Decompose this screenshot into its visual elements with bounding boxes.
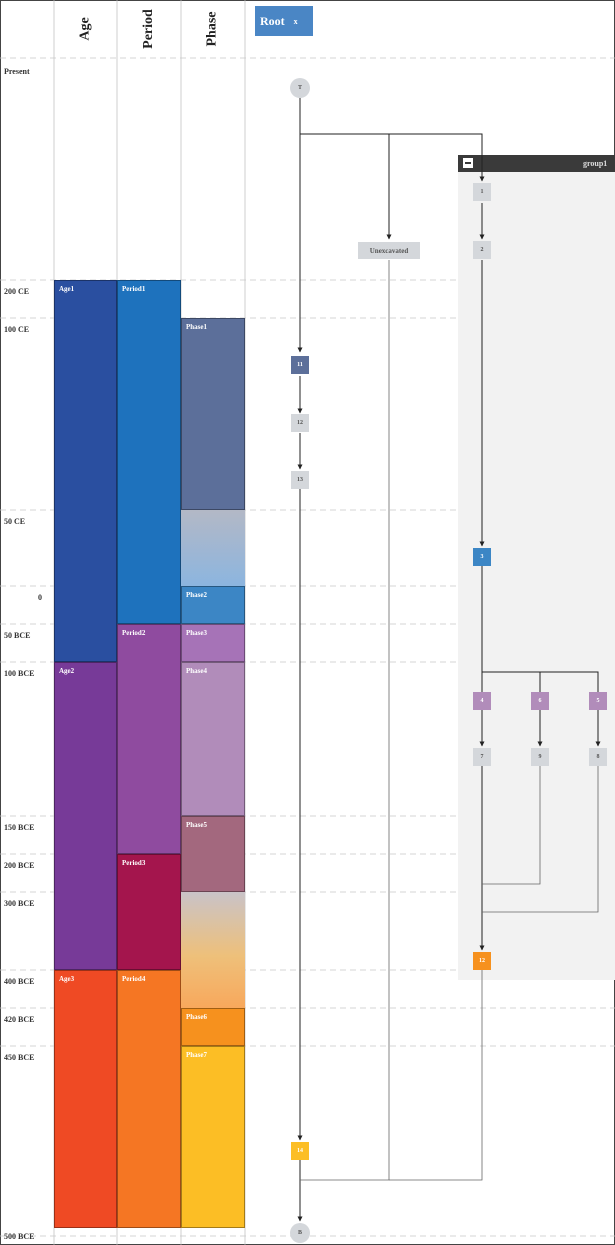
group-container bbox=[458, 155, 615, 980]
context-node-9[interactable]: 9 bbox=[531, 748, 549, 766]
age-band-age2[interactable]: Age2 bbox=[54, 662, 117, 970]
phase-band-phase5[interactable]: Phase5 bbox=[181, 816, 245, 892]
top-node[interactable]: T bbox=[290, 78, 310, 98]
root-tab[interactable]: Root x bbox=[255, 6, 313, 36]
context-node-1[interactable]: 1 bbox=[473, 183, 491, 201]
context-node-14[interactable]: 14 bbox=[291, 1142, 309, 1160]
phase-band-phase1[interactable]: Phase1 bbox=[181, 318, 245, 510]
time-label: 500 BCE bbox=[4, 1232, 35, 1241]
phase-band-phase4[interactable]: Phase4 bbox=[181, 662, 245, 816]
context-node-11[interactable]: 11 bbox=[291, 356, 309, 374]
time-label: 50 CE bbox=[4, 517, 26, 526]
collapse-icon[interactable] bbox=[463, 158, 473, 168]
context-node-5[interactable]: 5 bbox=[589, 692, 607, 710]
context-node-4[interactable]: 4 bbox=[473, 692, 491, 710]
context-node-2[interactable]: 2 bbox=[473, 241, 491, 259]
context-node-12-group[interactable]: 12 bbox=[473, 952, 491, 970]
group-label: group1 bbox=[583, 159, 608, 168]
period-band-period2[interactable]: Period2 bbox=[117, 624, 181, 854]
context-node-8[interactable]: 8 bbox=[589, 748, 607, 766]
time-label: 150 BCE bbox=[4, 823, 35, 832]
time-label: 450 BCE bbox=[4, 1053, 35, 1062]
group-header[interactable] bbox=[458, 155, 615, 172]
age-band-age3[interactable]: Age3 bbox=[54, 970, 117, 1228]
context-node-12[interactable]: 12 bbox=[291, 414, 309, 432]
phase-band-phase7[interactable]: Phase7 bbox=[181, 1046, 245, 1228]
root-tab-label: Root bbox=[260, 13, 285, 28]
time-label: 200 CE bbox=[4, 287, 30, 296]
period-band-period1[interactable]: Period1 bbox=[117, 280, 181, 624]
time-label: Present bbox=[4, 67, 30, 76]
age-band-age1[interactable]: Age1 bbox=[54, 280, 117, 662]
phase-gap-gradient bbox=[181, 510, 245, 586]
time-label: 420 BCE bbox=[4, 1015, 35, 1024]
bottom-node[interactable]: B bbox=[290, 1223, 310, 1243]
time-label: 50 BCE bbox=[4, 631, 31, 640]
phase-band-phase2[interactable]: Phase2 bbox=[181, 586, 245, 624]
time-label: 100 CE bbox=[4, 325, 30, 334]
context-node-13[interactable]: 13 bbox=[291, 471, 309, 489]
time-label: 200 BCE bbox=[4, 861, 35, 870]
time-label: 300 BCE bbox=[4, 899, 35, 908]
time-label: 100 BCE bbox=[4, 669, 35, 678]
phase-band-phase3[interactable]: Phase3 bbox=[181, 624, 245, 662]
close-icon[interactable]: x bbox=[293, 16, 298, 26]
phase-band-phase6[interactable]: Phase6 bbox=[181, 1008, 245, 1046]
unexcavated-node[interactable]: Unexcavated bbox=[358, 242, 420, 259]
time-label: 400 BCE bbox=[4, 977, 35, 986]
period-band-period3[interactable]: Period3 bbox=[117, 854, 181, 970]
context-node-7[interactable]: 7 bbox=[473, 748, 491, 766]
time-label: 0 bbox=[38, 593, 42, 602]
context-node-3[interactable]: 3 bbox=[473, 548, 491, 566]
period-band-period4[interactable]: Period4 bbox=[117, 970, 181, 1228]
phase-gap-gradient bbox=[181, 892, 245, 1008]
context-node-6[interactable]: 6 bbox=[531, 692, 549, 710]
